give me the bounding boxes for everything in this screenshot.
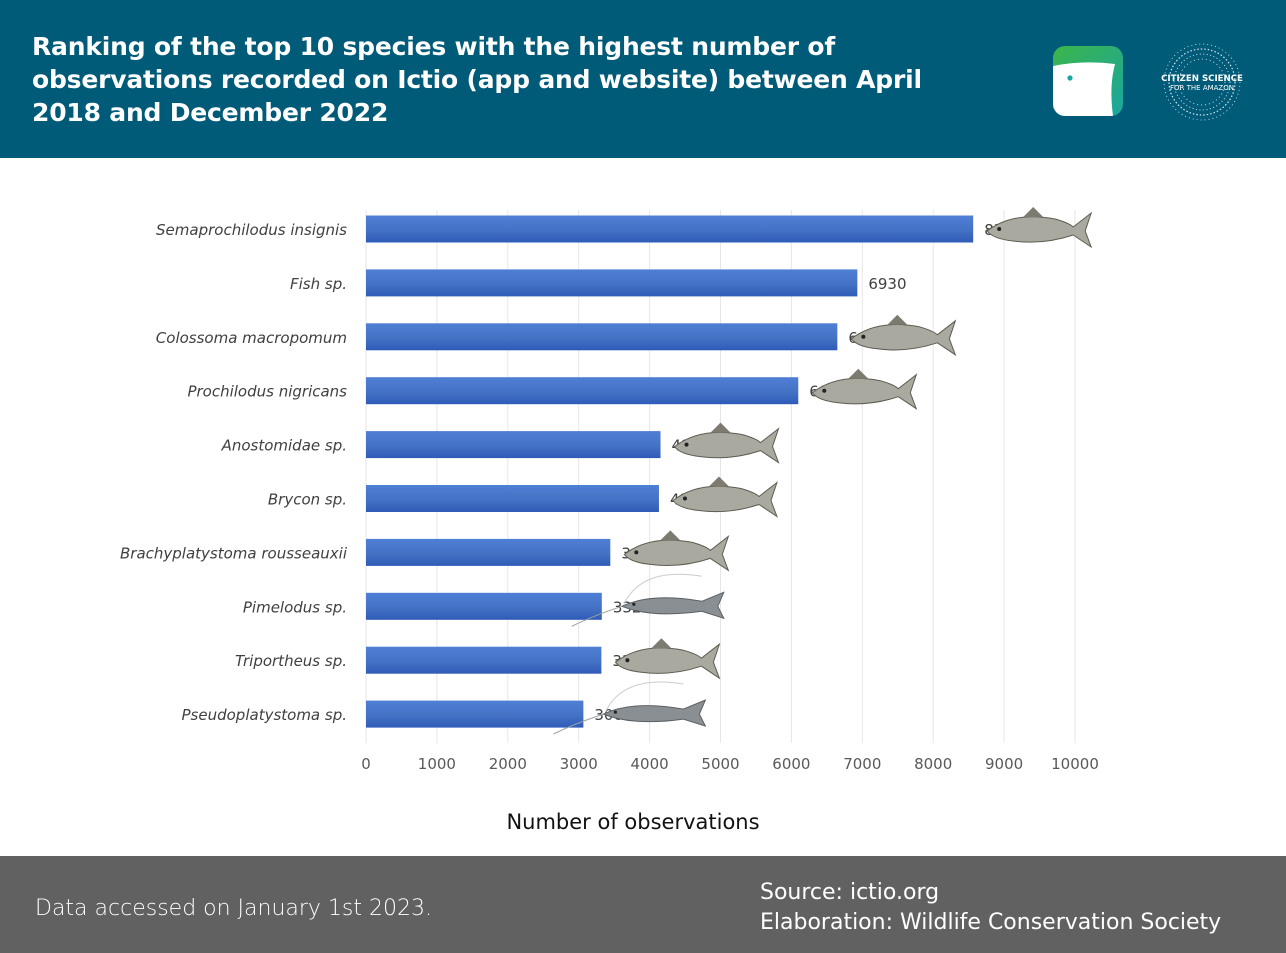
x-tick-label: 3000 bbox=[560, 755, 598, 773]
bar bbox=[366, 269, 858, 297]
category-label: Brycon sp. bbox=[268, 491, 347, 509]
bar bbox=[366, 377, 799, 405]
x-tick-label: 6000 bbox=[772, 755, 810, 773]
bar bbox=[366, 323, 838, 351]
data-accessed-note: Data accessed on January 1st 2023. bbox=[35, 896, 432, 921]
category-label: Anostomidae sp. bbox=[221, 437, 347, 455]
category-label: Semaprochilodus insignis bbox=[156, 221, 347, 239]
fish-icon bbox=[986, 207, 1093, 249]
x-tick-label: 9000 bbox=[985, 755, 1023, 773]
category-label: Pimelodus sp. bbox=[243, 598, 347, 616]
category-label: Triportheus sp. bbox=[235, 652, 347, 670]
catfish-icon bbox=[553, 681, 707, 735]
bar-chart-svg: 0 1000 2000 3000 4000 5000 6000 7000 8000 9000 100… bbox=[120, 207, 1099, 834]
x-tick-label: 8000 bbox=[914, 755, 952, 773]
category-label: Brachyplatystoma rousseauxii bbox=[120, 544, 348, 562]
x-tick-label: 7000 bbox=[843, 755, 881, 773]
partner-logo-text-1: CITIZEN SCIENCE bbox=[1161, 74, 1243, 84]
value-label: 6930 bbox=[868, 275, 906, 293]
x-tick-label: 1000 bbox=[418, 755, 456, 773]
x-tick-label: 5000 bbox=[701, 755, 739, 773]
x-tick-label: 2000 bbox=[489, 755, 527, 773]
elaboration-credit: Elaboration: Wildlife Conservation Socie… bbox=[760, 910, 1222, 935]
fish-icon bbox=[623, 530, 730, 572]
x-axis-title: Number of observations bbox=[506, 810, 759, 834]
category-label: Fish sp. bbox=[290, 275, 347, 293]
citizen-science-amazon-logo-icon: CITIZEN SCIENCE FOR THE AMAZON bbox=[1160, 42, 1244, 122]
fish-icon bbox=[811, 368, 918, 410]
bar bbox=[366, 215, 974, 243]
x-tick-label: 0 bbox=[361, 755, 371, 773]
fish-icon bbox=[673, 422, 780, 464]
partner-logo-text-2: FOR THE AMAZON bbox=[1170, 84, 1234, 92]
x-tick-label: 4000 bbox=[631, 755, 669, 773]
fish-icon bbox=[614, 638, 721, 680]
bar-chart: 0 1000 2000 3000 4000 5000 6000 7000 8000 9000 100… bbox=[0, 158, 1286, 856]
bar bbox=[366, 646, 602, 674]
fish-icon bbox=[672, 476, 778, 518]
x-tick-label: 10000 bbox=[1051, 755, 1099, 773]
source-link[interactable]: Source: ictio.org bbox=[760, 880, 940, 905]
bar bbox=[366, 485, 659, 512]
bar bbox=[366, 431, 661, 459]
catfish-icon bbox=[571, 573, 725, 627]
category-label: Colossoma macropomum bbox=[156, 329, 347, 347]
bar bbox=[366, 592, 602, 620]
ictio-fish-logo-icon bbox=[1053, 46, 1123, 116]
bar bbox=[366, 700, 584, 728]
footer-bar: Data accessed on January 1st 2023. Sourc… bbox=[0, 856, 1286, 953]
header-banner: Ranking of the top 10 species with the h… bbox=[0, 0, 1286, 158]
category-label: Prochilodus nigricans bbox=[187, 383, 347, 401]
chart-title: Ranking of the top 10 species with the h… bbox=[32, 32, 922, 127]
footer-credits: Source: ictio.org Elaboration: Wildlife … bbox=[760, 878, 1221, 938]
category-label: Pseudoplatystoma sp. bbox=[182, 706, 347, 724]
fish-icon bbox=[850, 314, 957, 357]
bar bbox=[366, 538, 611, 566]
